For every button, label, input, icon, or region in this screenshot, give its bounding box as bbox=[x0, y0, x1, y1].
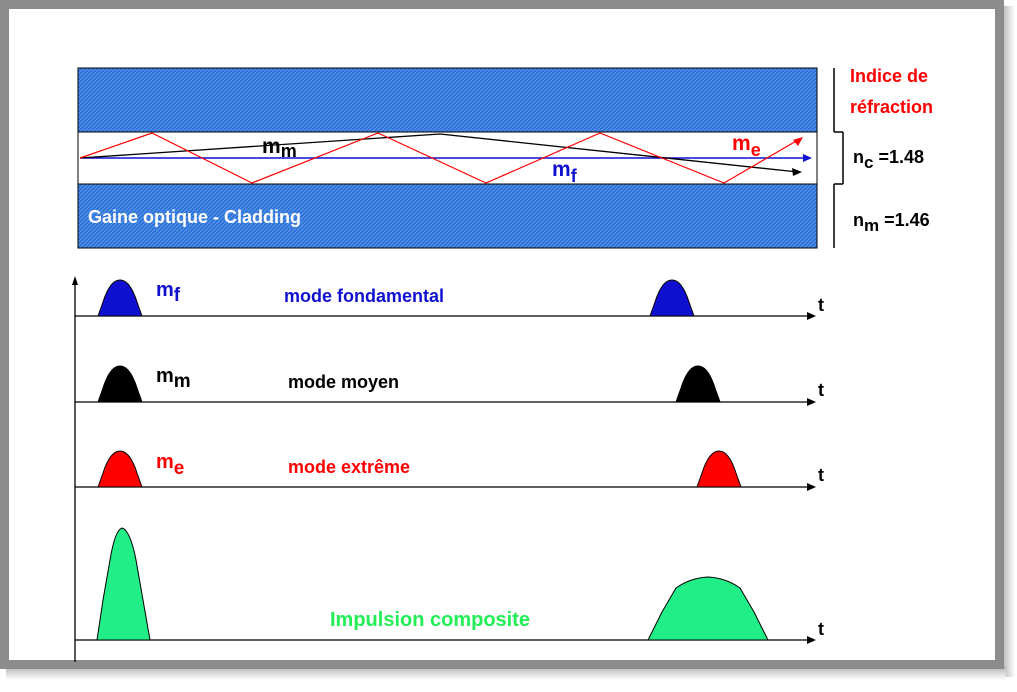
medium-arrowhead bbox=[792, 168, 802, 176]
axis-t-label-4: t bbox=[818, 619, 824, 639]
medium-pulse-end bbox=[675, 365, 721, 403]
medium-symbol: mm bbox=[156, 365, 191, 392]
fundamental-symbol: mf bbox=[156, 279, 181, 306]
fiber-section: mm mf me Gaine optique - Cladding bbox=[77, 67, 818, 249]
upper-cladding bbox=[77, 67, 818, 133]
index-title-line1: Indice de bbox=[850, 66, 928, 86]
composite-pulse-end bbox=[647, 576, 769, 641]
extreme-mode-ray bbox=[79, 132, 799, 184]
axis-t-label-3: t bbox=[818, 465, 824, 485]
medium-label: mode moyen bbox=[288, 372, 399, 392]
pulse-labels: mf mode fondamental mm mode moyen me mod… bbox=[156, 279, 530, 631]
extreme-arrowhead bbox=[793, 137, 803, 146]
mode-m-label: mm bbox=[262, 135, 297, 161]
cladding-label: Gaine optique - Cladding bbox=[88, 207, 301, 227]
frame-shadow-bottom bbox=[6, 666, 1006, 680]
medium-pulse-start bbox=[97, 365, 143, 403]
frame-shadow-right bbox=[1001, 6, 1015, 677]
axis-t-label-2: t bbox=[818, 380, 824, 400]
fundamental-label: mode fondamental bbox=[284, 286, 444, 306]
composite-pulse-start bbox=[96, 527, 151, 641]
axis-t-label-1: t bbox=[818, 295, 824, 315]
fundamental-pulse-end bbox=[649, 279, 695, 317]
lower-cladding bbox=[77, 183, 818, 249]
extreme-label: mode extrême bbox=[288, 457, 410, 477]
core-index-label: nc =1.48 bbox=[853, 147, 924, 172]
vertical-axis-arrow bbox=[72, 276, 78, 285]
refraction-index: Indice de réfraction nc =1.48 nm =1.46 bbox=[833, 66, 933, 248]
cladding-index-label: nm =1.46 bbox=[853, 210, 930, 235]
pulses bbox=[96, 279, 769, 641]
composite-label: Impulsion composite bbox=[330, 609, 530, 631]
fundamental-pulse-start bbox=[97, 279, 143, 317]
extreme-pulse-start bbox=[97, 450, 143, 488]
fundamental-arrowhead bbox=[803, 154, 812, 162]
medium-mode-ray bbox=[79, 133, 799, 173]
mode-e-label: me bbox=[732, 132, 761, 160]
mode-f-label: mf bbox=[552, 158, 578, 186]
extreme-symbol: me bbox=[156, 451, 184, 479]
extreme-pulse-end bbox=[696, 450, 742, 488]
index-title-line2: réfraction bbox=[850, 97, 933, 117]
